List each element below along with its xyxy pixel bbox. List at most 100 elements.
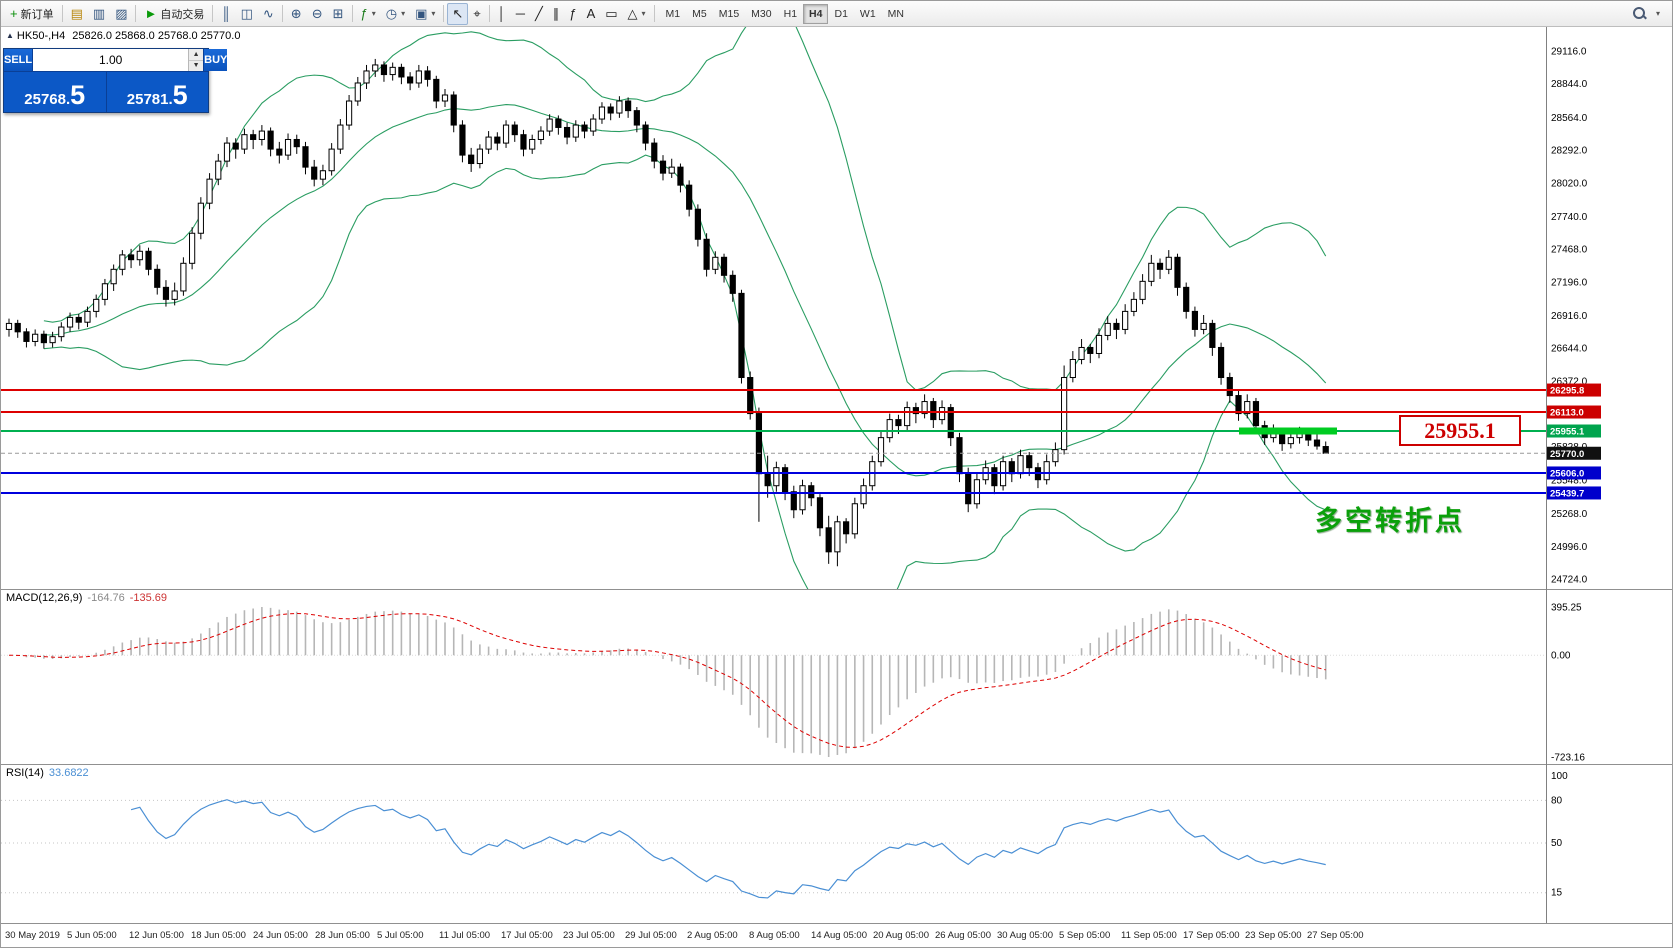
data-window-icon: ▨ [115,6,128,21]
svg-text:24996.0: 24996.0 [1551,542,1588,553]
zoom-out-button[interactable]: ⊖ [307,3,328,25]
svg-text:24724.0: 24724.0 [1551,575,1588,586]
price-chart[interactable]: 29116.0 28844.0 28564.0 28292.0 28020.0 27740… [1,27,1673,589]
timeframe-w1[interactable]: W1 [859,7,876,20]
svg-text:80: 80 [1551,795,1563,806]
volume-control: ▲ ▼ [33,49,204,71]
time-axis-label: 5 Jun 05:00 [67,930,117,941]
rsi-value: 33.6822 [48,767,89,779]
zoom-in-icon: ⊕ [290,6,302,21]
indicators-button[interactable]: ƒ ▾ [356,3,381,25]
time-axis-label: 17 Sep 05:00 [1183,930,1240,941]
candlestick-chart-button[interactable]: ◫ [236,3,258,25]
buy-price-big-digit: 5 [172,80,188,111]
time-axis-label: 11 Sep 05:00 [1121,930,1177,941]
price-chart-pane[interactable]: 29116.0 28844.0 28564.0 28292.0 28020.0 27740… [1,27,1673,589]
timeframe-mn[interactable]: MN [887,7,905,20]
data-window-button[interactable]: ▨ [110,3,132,25]
svg-text:28564.0: 28564.0 [1551,113,1588,124]
cursor-button[interactable]: ↖ [447,2,469,25]
shapes-dropdown-icon[interactable]: ▾ [641,9,646,18]
timeframe-m5[interactable]: M5 [692,7,707,20]
main-toolbar: + 新订单 ▤ ▥ ▨ ► 自动交易 ║ ◫ ∿ ⊕ ⊖ ⊞ ƒ ▾ ◷ ▾ ▣ ▾ ↖ ⌖ │ ─ ╱ ∥ ƒ A ▭ △ ▾ M1 M5 M… [1,1,1672,27]
time-axis-label: 5 Jul 05:00 [377,930,424,941]
time-axis-label: 27 Sep 05:00 [1307,930,1364,941]
vertical-line-button[interactable]: │ [493,3,511,25]
fibonacci-button[interactable]: ƒ [564,3,581,25]
market-watch-button[interactable]: ▥ [88,3,110,25]
label-button[interactable]: ▭ [600,3,622,25]
svg-text:27196.0: 27196.0 [1551,277,1588,288]
macd-histogram [16,607,1327,757]
svg-text:395.25: 395.25 [1551,603,1582,614]
periods-icon: ◷ [385,6,398,21]
buy-price[interactable]: 25781. 5 [107,72,209,112]
time-axis[interactable]: 30 May 2019 5 Jun 05:00 12 Jun 05:00 18 Jun… [1,923,1672,947]
indicators-icon: ƒ [360,6,368,21]
svg-text:27468.0: 27468.0 [1551,245,1588,256]
sell-price[interactable]: 25768. 5 [4,72,107,112]
search-icon[interactable] [1632,6,1647,21]
volume-up-icon[interactable]: ▲ [189,49,204,61]
autotrade-button[interactable]: ► 自动交易 [139,3,209,25]
svg-text:25548.0: 25548.0 [1551,475,1588,486]
timeframe-d1[interactable]: D1 [834,7,848,20]
timeframe-m15[interactable]: M15 [718,7,740,20]
line-chart-button[interactable]: ∿ [258,3,279,25]
timeframe-h1[interactable]: H1 [783,7,798,20]
periods-button[interactable]: ◷ ▾ [381,3,410,25]
macd-signal-value: -135.69 [129,592,168,604]
zoom-in-button[interactable]: ⊕ [286,3,307,25]
svg-text:26372.0: 26372.0 [1551,376,1588,387]
volume-input[interactable] [33,49,189,71]
rsi-chart[interactable]: 100 80 50 15 [1,764,1673,923]
sell-button[interactable]: SELL [4,49,34,71]
time-axis-label: 29 Jul 05:00 [625,930,677,941]
svg-text:0.00: 0.00 [1551,651,1571,662]
text-button[interactable]: A [582,3,601,25]
tile-windows-button[interactable]: ⊞ [328,3,349,25]
toolbar-separator [351,5,353,22]
toolbar-separator [488,5,490,22]
trendline-button[interactable]: ╱ [530,3,548,25]
time-axis-label: 12 Jun 05:00 [129,930,184,941]
sell-price-big-digit: 5 [70,80,86,111]
channel-button[interactable]: ∥ [548,3,565,25]
market-watch-icon: ▥ [92,6,106,21]
new-order-button-label: 新订单 [20,8,54,21]
rsi-label: RSI(14) 33.6822 [6,767,89,779]
templates-button[interactable]: ▣ ▾ [410,3,440,25]
horizontal-level-lines[interactable] [1,389,1546,494]
macd-indicator-pane[interactable]: 395.25 0.00 -723.16 MACD(12,26,9) -164.76 -1… [1,589,1673,764]
zoom-out-icon: ⊖ [311,6,323,21]
svg-text:25268.0: 25268.0 [1551,509,1588,520]
trendline-icon: ╱ [535,6,543,21]
profiles-button[interactable]: ▤ [66,3,88,25]
time-axis-label: 30 Aug 05:00 [997,930,1053,941]
toolbar-separator [61,5,63,22]
volume-down-icon[interactable]: ▼ [189,60,204,71]
timeframe-m1[interactable]: M1 [665,7,681,20]
timeframe-m30[interactable]: M30 [751,7,772,20]
buy-button[interactable]: BUY [203,49,228,71]
rsi-indicator-pane[interactable]: 100 80 50 15 RSI(14) 33.6822 [1,764,1673,923]
time-axis-label: 2 Aug 05:00 [687,930,738,941]
templates-dropdown-icon[interactable]: ▾ [431,9,436,18]
horizontal-line-button[interactable]: ─ [511,3,530,25]
label-icon: ▭ [605,6,618,21]
toolbar-right-group: ▾ [1632,6,1668,21]
indicators-dropdown-icon[interactable]: ▾ [371,9,376,18]
svg-text:25770.0: 25770.0 [1550,449,1584,460]
toolbar-more-icon[interactable]: ▾ [1655,9,1660,18]
new-order-button[interactable]: + 新订单 [5,3,59,25]
svg-text:15: 15 [1551,888,1563,899]
shapes-button[interactable]: △ ▾ [623,3,651,25]
macd-chart[interactable]: 395.25 0.00 -723.16 [1,589,1673,764]
periods-dropdown-icon[interactable]: ▾ [401,9,406,18]
bar-chart-button[interactable]: ║ [216,3,235,25]
svg-text:26644.0: 26644.0 [1551,344,1588,355]
timeframe-selector: M1 M5 M15 M30 H1 H4 D1 W1 MN [660,3,910,24]
crosshair-button[interactable]: ⌖ [468,3,485,25]
timeframe-h4[interactable]: H4 [803,3,829,24]
